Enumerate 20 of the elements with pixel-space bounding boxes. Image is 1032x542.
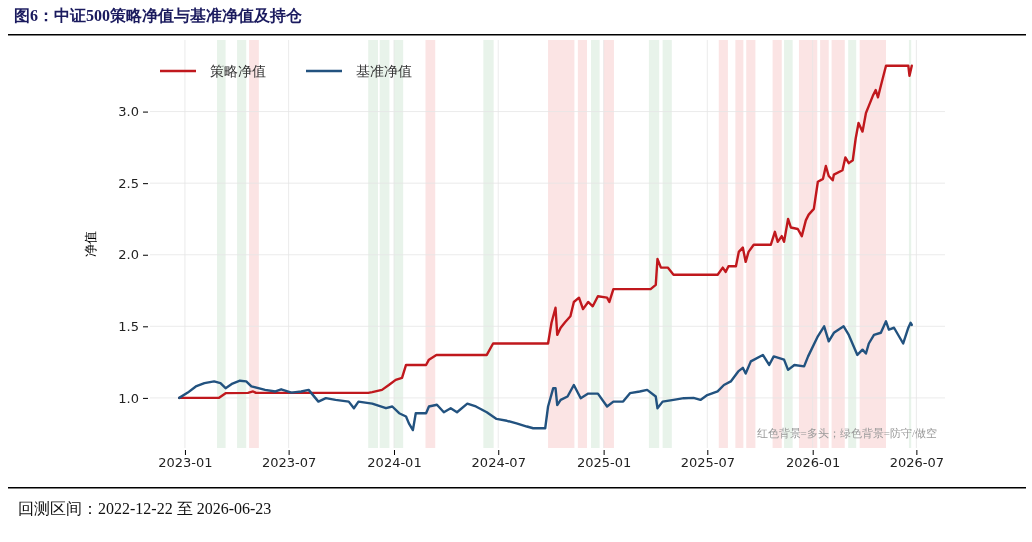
annotation: 红色背景=多头；绿色背景=防守/做空: [756, 427, 937, 439]
x-tick-label: 2025-07: [680, 455, 735, 471]
y-tick-label: 2.0: [118, 247, 139, 263]
y-tick-label: 1.0: [118, 390, 139, 406]
y-tick-label: 1.5: [118, 318, 139, 334]
x-tick-label: 2026-07: [889, 455, 945, 471]
x-tick-label: 2023-07: [261, 455, 317, 471]
x-tick-label: 2024-01: [367, 455, 422, 471]
legend-label: 基准净值: [356, 64, 412, 79]
text: 回测区间：2022-12-22 至 2026-06-23: [18, 500, 272, 517]
x-tick-label: 2026-01: [786, 455, 841, 471]
y-tick-label: 2.5: [118, 175, 139, 191]
x-tick-label: 2025-01: [576, 455, 632, 471]
x-tick-label: 2023-01: [158, 455, 213, 471]
y-axis-title: 净值: [83, 231, 98, 257]
chart-title: 图6：中证500策略净值与基准净值及持仓: [14, 7, 303, 24]
legend-label: 策略净值: [210, 64, 266, 79]
line-series: [178, 64, 913, 400]
y-tick-label: 3.0: [118, 104, 139, 120]
x-tick-label: 2024-07: [471, 455, 526, 471]
